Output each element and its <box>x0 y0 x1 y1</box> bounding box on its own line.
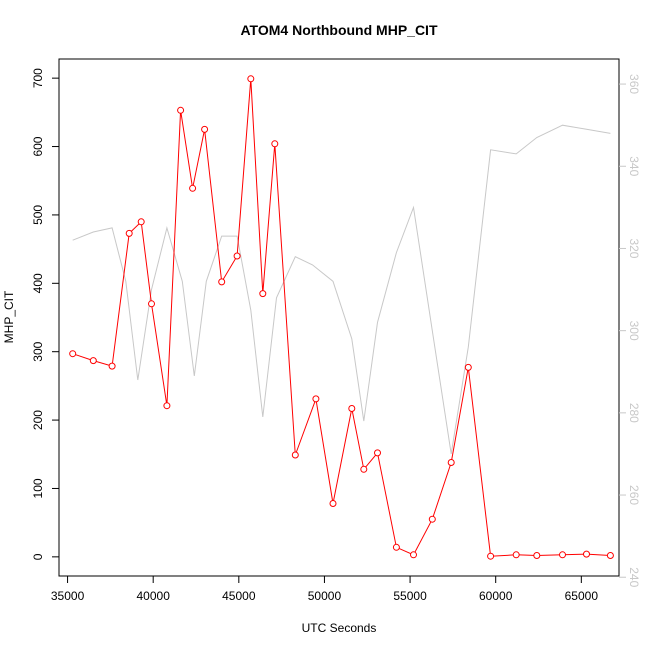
y-tick-label: 200 <box>31 410 45 430</box>
data-point <box>312 395 320 403</box>
y-tick-label: 100 <box>31 478 45 498</box>
y2-tick-label: 340 <box>627 156 641 176</box>
y2-tick-label: 360 <box>627 74 641 94</box>
data-point <box>410 551 417 559</box>
chart-title: ATOM4 Northbound MHP_CIT <box>240 22 437 38</box>
x-tick-label: 60000 <box>479 589 513 603</box>
data-point <box>259 290 267 298</box>
x-axis-label: UTC Seconds <box>302 621 377 635</box>
x-tick-label: 50000 <box>308 589 342 603</box>
x-tick-label: 55000 <box>393 589 427 603</box>
y2-tick-label: 280 <box>627 403 641 423</box>
data-point <box>348 405 356 412</box>
data-point <box>487 552 495 560</box>
data-point <box>218 278 226 286</box>
data-point <box>464 363 472 371</box>
data-point <box>559 551 566 559</box>
data-point <box>392 543 400 551</box>
plot-frame <box>58 58 620 577</box>
data-point <box>177 106 185 114</box>
x-axis: 35000 40000 45000 50000 55000 60000 65000 <box>51 576 598 603</box>
series-left-line <box>72 78 611 557</box>
data-point <box>533 552 541 559</box>
data-point <box>108 362 116 370</box>
y-tick-label: 500 <box>31 205 45 225</box>
data-point <box>428 515 436 523</box>
data-point <box>125 229 133 237</box>
x-tick-label: 35000 <box>51 589 85 603</box>
x-tick-label: 45000 <box>222 589 256 603</box>
data-point <box>69 350 77 358</box>
data-point <box>271 140 279 148</box>
data-point <box>329 500 337 507</box>
data-point <box>247 75 255 83</box>
y-tick-label: 300 <box>31 341 45 361</box>
data-point <box>583 550 590 558</box>
y-tick-label: 0 <box>31 553 45 560</box>
y-tick-label: 700 <box>31 68 45 88</box>
data-point <box>291 451 299 459</box>
data-point <box>201 125 209 133</box>
y2-tick-label: 320 <box>627 238 641 258</box>
data-point <box>137 218 145 226</box>
data-point <box>148 300 155 308</box>
data-point <box>360 465 368 473</box>
data-point <box>189 184 197 192</box>
y2-tick-label: 300 <box>627 321 641 341</box>
y2-tick-label: 260 <box>627 485 641 505</box>
data-point <box>89 357 97 365</box>
y-tick-label: 600 <box>31 136 45 156</box>
data-point <box>374 449 381 457</box>
y2-tick-label: 240 <box>627 567 641 587</box>
y-axis: 0 100 200 300 400 500 600 700 <box>31 68 59 560</box>
y-axis-label: MHP_CIT <box>2 290 16 343</box>
series-layer <box>69 75 614 560</box>
x-tick-label: 40000 <box>137 589 171 603</box>
data-point <box>233 252 241 260</box>
y-tick-label: 400 <box>31 273 45 293</box>
data-point <box>512 551 520 559</box>
x-tick-label: 65000 <box>565 589 599 603</box>
data-point <box>447 459 455 466</box>
data-point <box>163 402 171 410</box>
y2-axis: 240 260 280 300 320 340 360 <box>619 74 641 588</box>
series-right-line <box>72 124 611 454</box>
data-point <box>606 552 614 559</box>
